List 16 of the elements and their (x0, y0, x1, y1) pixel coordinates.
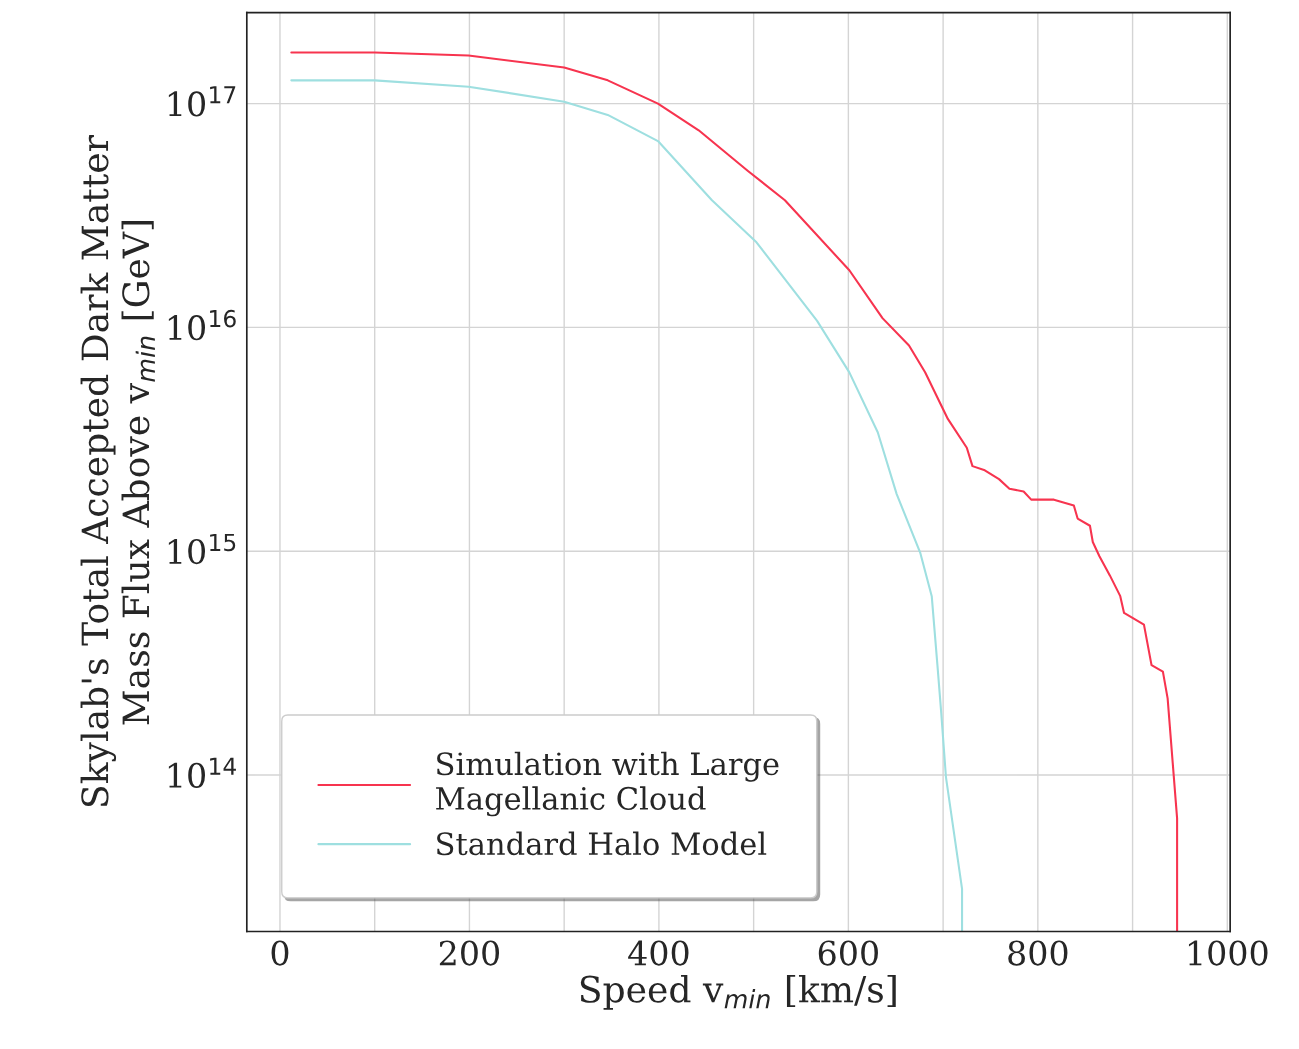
line-series (290, 79, 964, 932)
y-tick-label: 10$^{14}$ (168, 757, 236, 788)
y-axis-title: Skylab's Total Accepted Dark Matter Mass Flux Above v$_{min}$ [GeV] (80, 135, 155, 807)
legend-label: Simulation with Large Magellanic Cloud (436, 751, 779, 817)
x-axis-title: Speed v$_{min}$ [km/s] (580, 974, 896, 1010)
x-tick-label: 600 (818, 940, 878, 966)
y-tick-label: 10$^{17}$ (168, 86, 236, 117)
x-tick-label: 0 (271, 940, 289, 966)
legend-label: Standard Halo Model (437, 831, 767, 856)
line-series (290, 51, 1179, 932)
y-tick-label: 10$^{15}$ (168, 533, 236, 565)
x-tick-label: 1000 (1188, 940, 1268, 966)
x-tick-label: 400 (628, 940, 689, 966)
y-tick-label: 10$^{16}$ (168, 309, 236, 341)
x-tick-label: 200 (439, 940, 500, 966)
x-tick-label: 800 (1008, 940, 1068, 966)
